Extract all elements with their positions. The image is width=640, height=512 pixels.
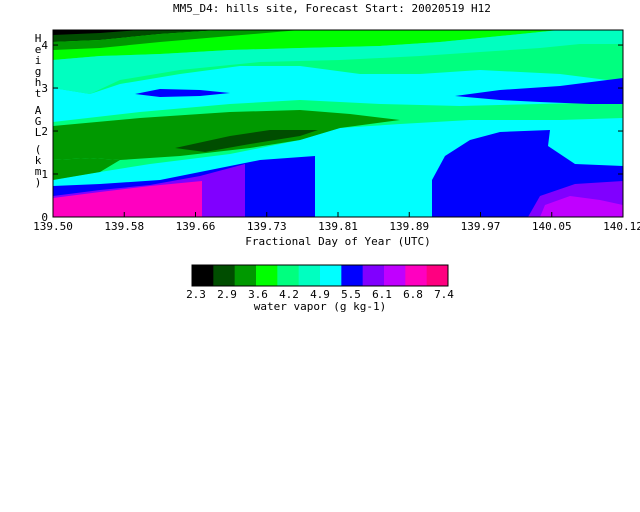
contour-level-darkgreen-lower <box>53 158 120 180</box>
y-label-char: L <box>35 126 42 139</box>
contour-level-darkgreen <box>53 110 400 160</box>
colorbar-swatch <box>341 265 364 286</box>
x-tick-label: 140.05 <box>532 220 572 233</box>
x-tick-label: 139.97 <box>461 220 501 233</box>
colorbar-swatch <box>298 265 321 286</box>
colorbar-tick-label: 7.4 <box>434 288 454 301</box>
y-label-char: H <box>35 32 42 45</box>
x-tick-label: 139.89 <box>389 220 429 233</box>
contour-level-darkest <box>175 130 318 152</box>
contour-level-violet-right <box>540 196 623 217</box>
y-label-char: e <box>35 43 42 56</box>
y-label-char: ( <box>35 143 42 156</box>
x-axis-label: Fractional Day of Year (UTC) <box>245 235 430 248</box>
x-tick-label: 139.58 <box>104 220 144 233</box>
y-tick-label: 2 <box>41 125 48 138</box>
colorbar-label: water vapor (g kg-1) <box>254 300 386 313</box>
y-label-char: t <box>35 87 42 100</box>
y-label-char: k <box>35 154 42 167</box>
colorbar-swatch <box>405 265 428 286</box>
colorbar-swatch <box>426 265 449 286</box>
chart-title: MM5_D4: hills site, Forecast Start: 2002… <box>173 2 491 15</box>
y-label-char: ) <box>35 176 42 189</box>
colorbar-swatch <box>213 265 236 286</box>
colorbar-tick-label: 3.6 <box>248 288 268 301</box>
colorbar-tick-label: 6.1 <box>372 288 392 301</box>
contour-streak-right <box>455 78 623 104</box>
colorbar-tick-label: 2.9 <box>217 288 237 301</box>
y-tick-label: 1 <box>41 168 48 181</box>
colorbar-tick-label: 4.2 <box>279 288 299 301</box>
y-tick-label: 3 <box>41 82 48 95</box>
colorbar-swatch <box>277 265 300 286</box>
x-tick-label: 139.50 <box>33 220 73 233</box>
x-tick-label: 140.12 <box>603 220 640 233</box>
y-label-char: g <box>35 65 42 78</box>
colorbar-frame <box>191 264 449 287</box>
colorbar-swatch <box>192 265 214 286</box>
colorbar-swatch <box>256 265 278 286</box>
x-tick-label: 139.66 <box>176 220 216 233</box>
x-tick-label: 139.73 <box>247 220 287 233</box>
colorbar-tick-label: 4.9 <box>310 288 330 301</box>
contour-level-magenta-left <box>53 181 202 217</box>
contour-streak-left <box>135 89 230 97</box>
colorbar-swatch <box>362 265 385 286</box>
contour-level-darkgreen-top <box>53 30 300 50</box>
colorbar-swatch <box>320 265 342 286</box>
colorbar-swatch <box>384 265 406 286</box>
x-tick-label: 139.81 <box>318 220 358 233</box>
y-label-char: A <box>35 104 42 117</box>
y-label-char: h <box>35 76 42 89</box>
y-axis: 0 1 2 3 4 <box>41 39 623 224</box>
colorbar-tick-label: 2.3 <box>186 288 206 301</box>
colorbar-swatch <box>234 265 257 286</box>
y-label-char: G <box>35 115 42 128</box>
colorbar: 2.3 2.9 3.6 4.2 4.9 5.5 6.1 6.8 7.4 <box>186 264 454 301</box>
contour-level-black-top <box>53 30 140 35</box>
y-tick-label: 4 <box>41 39 48 52</box>
colorbar-tick-label: 6.8 <box>403 288 423 301</box>
contour-level-teal <box>53 30 623 94</box>
y-label-char: i <box>35 54 42 67</box>
x-axis: 139.50 139.58 139.66 139.73 139.81 139.89 139.… <box>33 212 640 233</box>
y-label-char: m <box>35 165 42 178</box>
y-tick-label: 0 <box>41 211 48 224</box>
colorbar-tick-label: 5.5 <box>341 288 361 301</box>
contour-fills <box>53 30 623 217</box>
